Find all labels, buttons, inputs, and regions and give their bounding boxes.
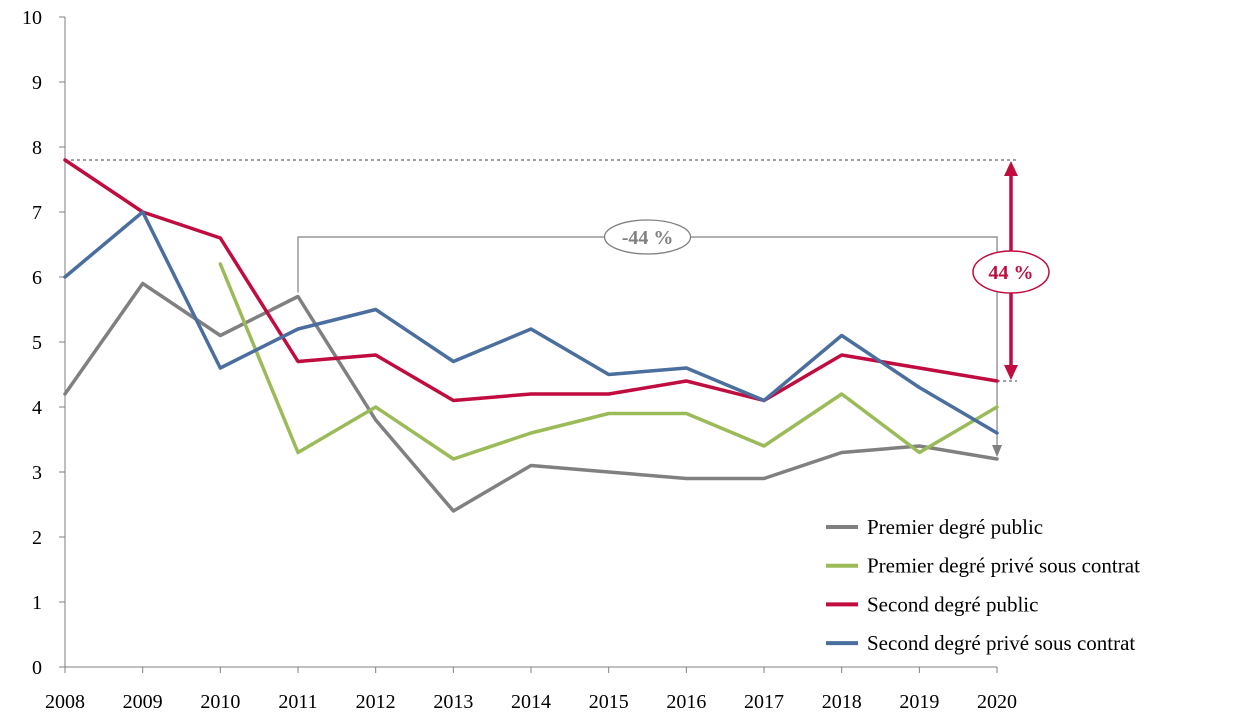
x-tick-label: 2015 <box>589 691 629 713</box>
y-tick-label: 9 <box>32 72 42 94</box>
x-tick-label: 2011 <box>278 691 317 713</box>
y-tick-label: 1 <box>32 592 42 614</box>
x-tick-label: 2019 <box>899 691 939 713</box>
x-tick-label: 2014 <box>511 691 551 713</box>
x-tick-label: 2018 <box>822 691 862 713</box>
y-tick-label: 7 <box>32 202 42 224</box>
x-tick-label: 2009 <box>123 691 163 713</box>
x-tick-label: 2013 <box>433 691 473 713</box>
series-line-second-degr-priv-sous-contrat <box>63 210 999 435</box>
legend-label: Premier degré privé sous contrat <box>867 554 1140 578</box>
y-tick-label: 10 <box>22 7 42 29</box>
gap-arrowhead-down <box>1004 365 1018 380</box>
y-tick-label: 3 <box>32 462 42 484</box>
series-lines <box>63 158 999 513</box>
legend: Premier degré public Premier degré privé … <box>826 515 1140 655</box>
x-tick-label: 2017 <box>744 691 784 713</box>
x-tick-label: 2008 <box>45 691 85 713</box>
y-tick-label: 6 <box>32 267 42 289</box>
y-tick-label: 8 <box>32 137 42 159</box>
gap-arrowhead-up <box>1004 161 1018 176</box>
x-tick-label: 2016 <box>666 691 706 713</box>
series-line-premier-degr-priv-sous-contrat <box>218 262 999 461</box>
series-line-second-degr-public <box>63 158 999 403</box>
x-tick-label: 2010 <box>200 691 240 713</box>
decline-label: -44 % <box>622 227 674 249</box>
decline-arrowhead <box>992 445 1003 457</box>
gap-label: 44 % <box>989 262 1034 284</box>
gap-label-bubble <box>972 250 1050 294</box>
legend-label: Premier degré public <box>867 515 1043 539</box>
x-tick-label: 2012 <box>356 691 396 713</box>
y-tick-label: 5 <box>32 332 42 354</box>
x-tick-label: 2020 <box>977 691 1017 713</box>
series-line-premier-degr-public <box>63 281 999 513</box>
y-tick-label: 4 <box>32 397 42 419</box>
annotations: -44 % 44 % <box>65 159 1050 457</box>
legend-label: Second degré privé sous contrat <box>867 631 1135 655</box>
legend-label: Second degré public <box>867 592 1038 616</box>
y-tick-label: 0 <box>32 657 42 679</box>
y-tick-label: 2 <box>32 527 42 549</box>
axes: 0 1 2 3 4 5 6 7 8 9 10 2008 2009 2010 2011 2012 2013 2014… <box>22 7 1017 713</box>
decline-label-bubble <box>603 219 692 255</box>
